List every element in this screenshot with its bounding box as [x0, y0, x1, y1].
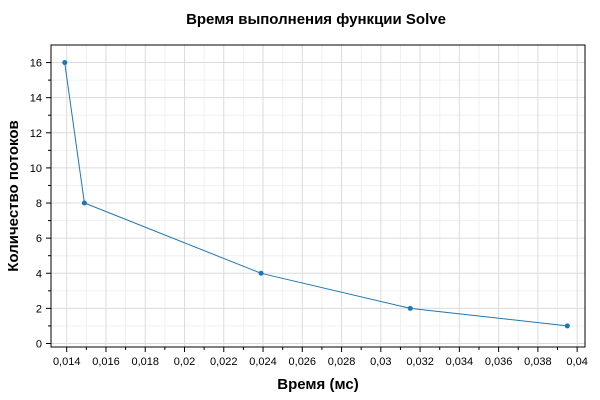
x-tick-label: 0,018: [131, 356, 159, 368]
x-tick-label: 0,034: [446, 356, 474, 368]
y-tick-label: 14: [30, 93, 42, 105]
series-group: [62, 60, 570, 329]
x-tick-label: 0,026: [289, 356, 317, 368]
series-line: [64, 62, 568, 327]
data-point: [62, 60, 68, 66]
y-tick-label: 10: [30, 163, 42, 175]
x-tick-label: 0,022: [210, 356, 238, 368]
x-tick-label: 0,02: [174, 356, 195, 368]
plot-area: [50, 44, 586, 348]
y-axis: 0 2 4 6 8 10 12 14 16: [30, 58, 51, 350]
y-tick-label: 8: [36, 198, 42, 210]
y-tick-label: 2: [36, 303, 42, 315]
chart-title: Время выполнения функции Solve: [186, 11, 446, 28]
y-tick-label: 12: [30, 128, 42, 140]
y-tick-label: 6: [36, 233, 42, 245]
x-axis-label: Время (мс): [277, 376, 358, 393]
x-tick-label: 0,03: [370, 356, 391, 368]
data-point: [258, 270, 264, 276]
x-tick-label: 0,036: [485, 356, 513, 368]
x-tick-label: 0,016: [92, 356, 120, 368]
data-point: [407, 305, 413, 311]
x-tick-label: 0,014: [53, 356, 81, 368]
x-axis: 0,014 0,016 0,018 0,02 0,022 0,024 0,026 0,028 0…: [53, 347, 588, 368]
x-tick-label: 0,032: [406, 356, 434, 368]
y-tick-label: 4: [36, 268, 42, 280]
x-tick-label: 0,038: [524, 356, 552, 368]
data-point: [564, 323, 570, 329]
y-tick-label: 0: [36, 338, 42, 350]
data-point: [81, 200, 87, 206]
x-tick-label: 0,04: [566, 356, 587, 368]
x-tick-label: 0,024: [249, 356, 277, 368]
x-tick-label: 0,028: [328, 356, 356, 368]
y-tick-label: 16: [30, 58, 42, 70]
y-axis-label: Количество потоков: [5, 120, 22, 271]
grid: [51, 45, 585, 347]
